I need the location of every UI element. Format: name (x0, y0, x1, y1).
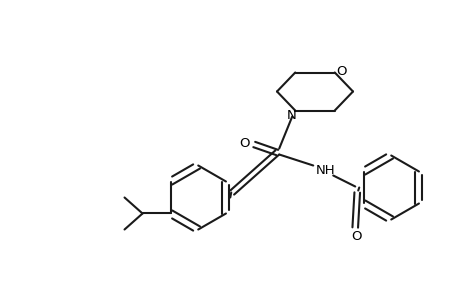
Text: N: N (286, 109, 296, 122)
Text: O: O (336, 65, 346, 78)
Text: NH: NH (315, 164, 334, 177)
Text: O: O (239, 137, 249, 150)
Text: O: O (350, 230, 361, 243)
